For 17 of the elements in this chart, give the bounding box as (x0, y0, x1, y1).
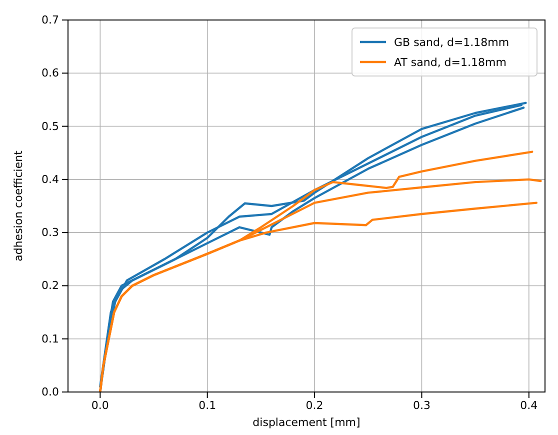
y-tick-label: 0.5 (42, 120, 59, 133)
legend-label: GB sand, d=1.18mm (394, 36, 510, 49)
y-tick-label: 0.0 (42, 386, 59, 399)
y-tick-label: 0.6 (42, 66, 59, 80)
y-axis-title: adhesion coefficient (12, 150, 25, 262)
y-tick-label: 0.2 (42, 279, 59, 292)
x-tick-label: 0.4 (520, 398, 538, 412)
x-tick-label: 0.0 (91, 398, 109, 412)
y-tick-label: 0.1 (42, 332, 59, 346)
x-tick-label: 0.3 (412, 398, 430, 412)
y-tick-label: 0.3 (42, 226, 59, 240)
legend-label: AT sand, d=1.18mm (394, 56, 506, 69)
y-tick-label: 0.7 (42, 14, 59, 27)
x-tick-label: 0.1 (198, 398, 216, 412)
x-axis-title: displacement [mm] (252, 416, 360, 429)
y-tick-label: 0.4 (42, 172, 59, 186)
x-tick-label: 0.2 (306, 398, 324, 412)
